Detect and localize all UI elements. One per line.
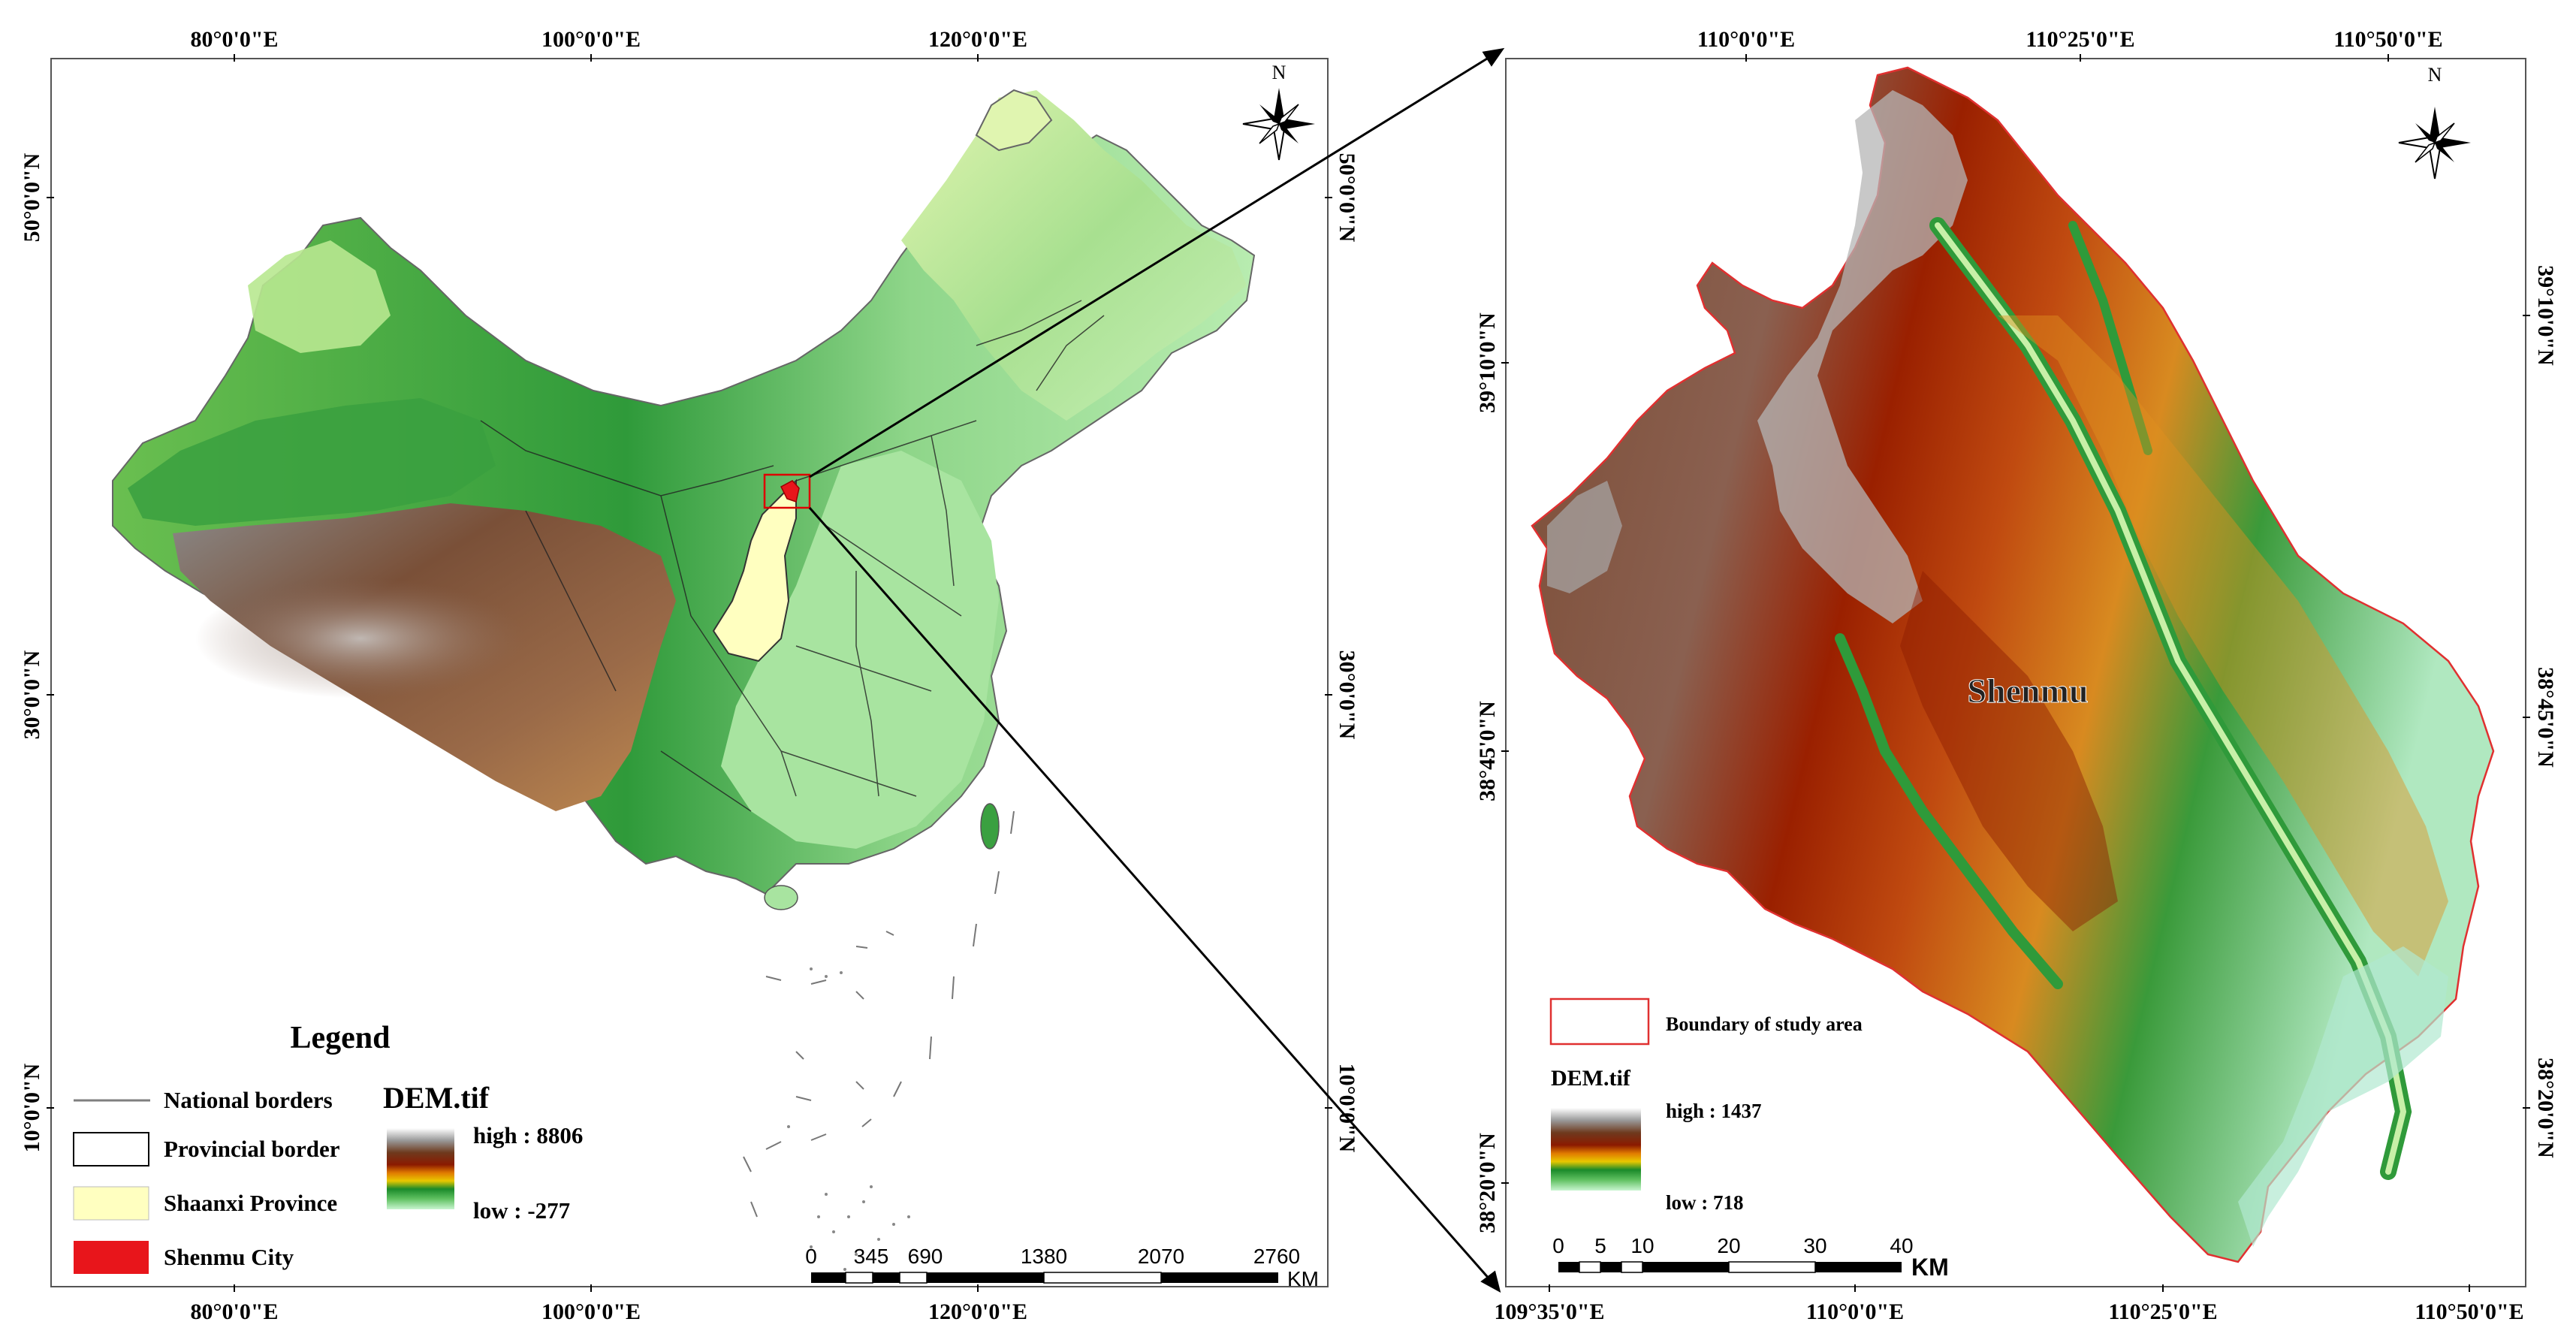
dem-ramp-left xyxy=(387,1128,454,1209)
taiwan-island xyxy=(980,803,1000,850)
right-scale-tick: 5 xyxy=(1594,1234,1606,1257)
legend-swatch-provincial-border xyxy=(73,1132,149,1166)
right-bottom-lon-label: 109°35'0"E xyxy=(1495,1299,1605,1324)
legend-label-national-borders: National borders xyxy=(164,1087,333,1113)
right-scale-bar: 0 5 10 20 30 40 KM xyxy=(1552,1234,1949,1281)
legend-label-shenmu: Shenmu City xyxy=(164,1244,294,1270)
north-letter-right: N xyxy=(2428,64,2442,86)
left-top-lon-label: 120°0'0"E xyxy=(928,27,1027,52)
dem-low-right: low : 718 xyxy=(1666,1191,1744,1214)
north-arrow-left xyxy=(1242,88,1315,161)
legend-label-shaanxi: Shaanxi Province xyxy=(164,1190,337,1216)
right-legend: Boundary of study area DEM.tif high : 14… xyxy=(1549,997,1863,1214)
right-top-lon-label: 110°25'0"E xyxy=(2026,27,2134,52)
right-lat-label-right: 38°45'0"N xyxy=(2533,667,2558,768)
right-lat-label-right: 38°20'0"N xyxy=(2533,1058,2558,1158)
right-scale-tick: 20 xyxy=(1717,1234,1740,1257)
china-dem-shape xyxy=(112,89,1256,910)
left-bottom-lon-label: 100°0'0"E xyxy=(541,1299,641,1324)
left-scale-tick: 2760 xyxy=(1253,1245,1300,1268)
left-lat-label-left: 10°0'0"N xyxy=(20,1063,44,1152)
northeast-plains xyxy=(901,90,1247,421)
right-top-lon-label: 110°50'0"E xyxy=(2333,27,2442,52)
left-scale-tick: 345 xyxy=(854,1245,889,1268)
shenmu-dem-shape xyxy=(1531,66,2495,1263)
right-top-lon-label: 110°0'0"E xyxy=(1697,27,1795,52)
shenmu-place-label: Shenmu xyxy=(1967,672,2088,710)
shenmu-grey-highlands xyxy=(1757,90,1968,623)
right-bottom-lon-label: 110°25'0"E xyxy=(2108,1299,2217,1324)
legend-swatch-shaanxi xyxy=(73,1186,149,1221)
south-china-sea-islands xyxy=(743,810,1015,1218)
legend-swatch-shenmu xyxy=(74,1241,149,1274)
north-letter-left: N xyxy=(1272,62,1286,83)
right-lat-label-left: 38°45'0"N xyxy=(1475,701,1500,801)
legend-label-provincial-border: Provincial border xyxy=(164,1136,340,1162)
dem-high-right: high : 1437 xyxy=(1666,1100,1762,1122)
left-bottom-lon-label: 120°0'0"E xyxy=(928,1299,1027,1324)
right-scale-tick: 40 xyxy=(1890,1234,1913,1257)
tarim-light xyxy=(248,240,391,353)
right-lat-label-right: 39°10'0"N xyxy=(2533,265,2558,366)
provincial-borders xyxy=(480,300,1105,812)
right-scale-tick: 10 xyxy=(1630,1234,1654,1257)
left-scale-tick: 2070 xyxy=(1138,1245,1184,1268)
right-bottom-lon-label: 110°50'0"E xyxy=(2415,1299,2523,1324)
left-lat-label-right: 30°0'0"N xyxy=(1335,650,1359,740)
dem-title-right: DEM.tif xyxy=(1551,1066,1631,1091)
left-scale-tick: 0 xyxy=(805,1245,817,1268)
dem-high-left: high : 8806 xyxy=(473,1122,583,1148)
shenmu-boundary xyxy=(1531,66,2495,1263)
right-scale-tick: 0 xyxy=(1552,1234,1564,1257)
northeast-tip xyxy=(975,89,1053,152)
legend-swatch-boundary xyxy=(1549,997,1650,1046)
shenmu-city xyxy=(780,480,800,502)
shenmu-locator-box xyxy=(763,473,811,509)
left-top-lon-label: 80°0'0"E xyxy=(191,27,279,52)
north-arrow-right xyxy=(2398,107,2471,180)
tibet-grey-highs xyxy=(195,578,526,699)
left-top-lon-label: 100°0'0"E xyxy=(541,27,641,52)
left-scale-tick: 1380 xyxy=(1021,1245,1067,1268)
legend-label-boundary: Boundary of study area xyxy=(1666,1013,1863,1035)
dark-red-mid xyxy=(1900,571,2118,931)
left-lat-label-left: 50°0'0"N xyxy=(20,152,44,242)
west-river-valley xyxy=(1835,633,2063,989)
left-scale-bar: 0 345 690 1380 2070 2760 KM xyxy=(805,1245,1319,1290)
right-map-panel: 110°0'0"E 110°25'0"E 110°50'0"E 109°35'0… xyxy=(1475,27,2558,1324)
left-bottom-lon-label: 80°0'0"E xyxy=(191,1299,279,1324)
left-scale-unit: KM xyxy=(1287,1267,1319,1290)
right-bottom-lon-label: 110°0'0"E xyxy=(1806,1299,1904,1324)
left-legend: Legend National borders Provincial borde… xyxy=(73,1021,583,1274)
legend-title: Legend xyxy=(290,1021,390,1055)
dem-title-left: DEM.tif xyxy=(383,1081,490,1115)
right-scale-unit: KM xyxy=(1911,1254,1949,1281)
left-lat-label-left: 30°0'0"N xyxy=(20,650,44,739)
right-lat-label-left: 38°20'0"N xyxy=(1475,1133,1500,1233)
right-lat-label-left: 39°10'0"N xyxy=(1475,312,1500,413)
lowland-teal-southeast xyxy=(2238,946,2448,1247)
orange-erosion-east xyxy=(1998,315,2448,976)
left-lat-label-right: 50°0'0"N xyxy=(1335,153,1359,243)
dem-low-left: low : -277 xyxy=(473,1197,570,1224)
dem-ramp-right xyxy=(1551,1108,1641,1191)
zoom-connector xyxy=(808,47,1505,1293)
shenmu-grey-west xyxy=(1547,481,1622,593)
right-scale-tick: 30 xyxy=(1803,1234,1826,1257)
east-lowlands xyxy=(721,451,999,849)
xinjiang-basin xyxy=(128,398,496,526)
left-map-panel: 80°0'0"E 100°0'0"E 120°0'0"E 80°0'0"E 10… xyxy=(20,27,1359,1324)
left-scale-tick: 690 xyxy=(908,1245,943,1268)
hainan-island xyxy=(764,885,798,910)
east-river-valley xyxy=(2068,221,2152,455)
